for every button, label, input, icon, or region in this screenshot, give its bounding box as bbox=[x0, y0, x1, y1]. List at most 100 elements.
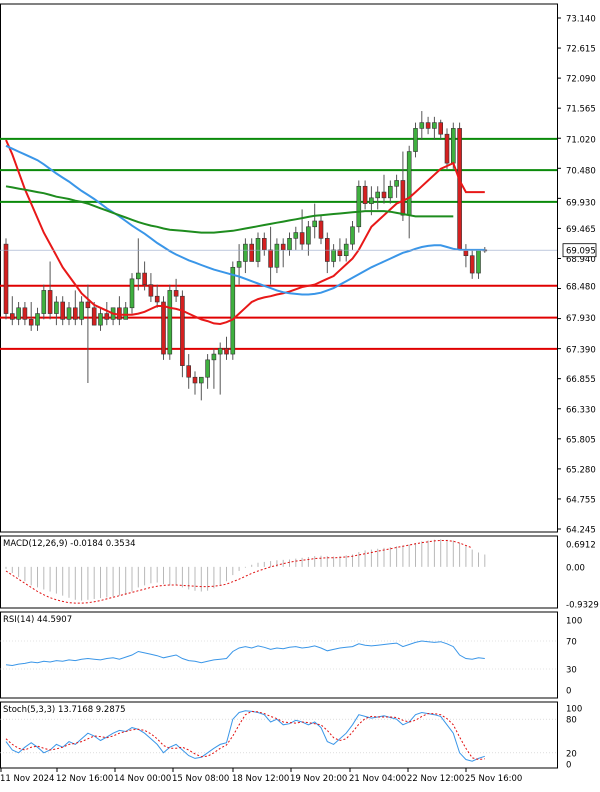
candle-up bbox=[476, 249, 481, 274]
level-label: 67.930 bbox=[566, 314, 596, 324]
price-tick-label: 68.940 bbox=[566, 255, 596, 265]
candle-up bbox=[356, 185, 362, 228]
price-tick-label: 69.465 bbox=[566, 225, 596, 235]
candle-up bbox=[16, 307, 21, 320]
level-label: 68.480 bbox=[566, 282, 596, 292]
candle-down bbox=[224, 347, 229, 355]
stoch-tick-label: 100 bbox=[566, 705, 582, 715]
candle-up bbox=[236, 261, 242, 268]
macd-tick-label: -0.9329 bbox=[566, 601, 599, 611]
candle-down bbox=[142, 272, 147, 285]
level-label-box bbox=[563, 195, 596, 209]
level-label: 69.930 bbox=[566, 198, 596, 208]
price-tick-label: 65.280 bbox=[566, 465, 596, 475]
candle-up bbox=[387, 185, 393, 199]
price-tick-label: 66.330 bbox=[566, 405, 596, 415]
candle-down bbox=[444, 133, 450, 164]
candle-up bbox=[312, 220, 318, 228]
candle-up bbox=[217, 347, 223, 355]
candle-up bbox=[287, 238, 292, 251]
candle-up bbox=[419, 122, 425, 129]
candle-up bbox=[211, 353, 217, 361]
current-price-box bbox=[562, 243, 597, 258]
price-tick-label: 64.755 bbox=[566, 495, 596, 505]
ma-line-green-ma bbox=[5, 185, 454, 234]
price-tick-label: 73.140 bbox=[566, 15, 596, 25]
level-label-box bbox=[563, 279, 596, 293]
macd-signal-line bbox=[5, 540, 473, 604]
candle-up bbox=[123, 307, 128, 320]
candle-up bbox=[450, 128, 456, 164]
candle-up bbox=[293, 232, 299, 239]
candle-up bbox=[306, 226, 311, 245]
price-tick-label: 72.615 bbox=[566, 45, 596, 55]
candle-down bbox=[192, 376, 198, 384]
ma-line-red-ma bbox=[5, 139, 485, 326]
candle-down bbox=[148, 284, 154, 297]
level-label: 71.020 bbox=[566, 135, 596, 145]
candle-down bbox=[280, 243, 286, 251]
rsi-tick-label: 100 bbox=[566, 617, 582, 627]
candle-up bbox=[79, 301, 84, 320]
candle-up bbox=[129, 278, 135, 309]
candle-down bbox=[381, 191, 387, 199]
rsi-panel-frame bbox=[0, 611, 558, 699]
x-tick-label: 12 Nov 16:00 bbox=[56, 774, 113, 784]
candle-up bbox=[205, 359, 210, 378]
stoch-tick-label: 80 bbox=[566, 716, 577, 726]
stoch-d-line bbox=[5, 710, 485, 761]
candle-down bbox=[425, 122, 431, 129]
current-price-label: 69.095 bbox=[566, 247, 596, 257]
candle-down bbox=[161, 301, 166, 355]
stoch-panel-frame bbox=[0, 701, 558, 769]
candle-down bbox=[180, 295, 185, 366]
candle-up bbox=[350, 226, 355, 245]
rsi-label: RSI(14) 44.5907 bbox=[3, 615, 72, 625]
stoch-tick-label: 0 bbox=[566, 761, 571, 771]
candle-down bbox=[438, 122, 444, 135]
stoch-label: Stoch(5,3,3) 13.7168 9.2875 bbox=[3, 705, 126, 715]
x-tick-label: 21 Nov 04:00 bbox=[349, 774, 406, 784]
candle-up bbox=[35, 313, 40, 326]
candle-up bbox=[167, 290, 173, 355]
candle-down bbox=[249, 243, 254, 262]
candle-up bbox=[66, 307, 72, 320]
rsi-tick-label: 70 bbox=[566, 638, 577, 648]
candle-up bbox=[375, 191, 381, 199]
level-label: 70.480 bbox=[566, 167, 596, 177]
x-tick-label: 25 Nov 16:00 bbox=[465, 774, 522, 784]
candle-up bbox=[243, 243, 248, 262]
macd-label: MACD(12,26,9) -0.0184 0.3534 bbox=[3, 539, 136, 549]
candle-down bbox=[3, 243, 9, 314]
candle-down bbox=[28, 319, 34, 326]
candle-down bbox=[318, 220, 324, 239]
candle-up bbox=[394, 180, 399, 187]
candle-down bbox=[104, 313, 110, 320]
candle-up bbox=[41, 290, 47, 314]
price-tick-label: 71.565 bbox=[566, 105, 596, 115]
candle-down bbox=[362, 185, 368, 204]
x-tick-label: 19 Nov 20:00 bbox=[290, 774, 347, 784]
candle-down bbox=[469, 255, 475, 274]
candle-down bbox=[10, 313, 15, 320]
candle-down bbox=[186, 365, 191, 378]
x-tick-label: 18 Nov 12:00 bbox=[232, 774, 289, 784]
candle-up bbox=[331, 249, 336, 262]
candle-down bbox=[154, 295, 160, 303]
price-tick-label: 65.805 bbox=[566, 435, 596, 445]
x-tick-label: 14 Nov 00:00 bbox=[114, 774, 171, 784]
x-tick-label: 11 Nov 2024 bbox=[0, 774, 54, 784]
candle-down bbox=[173, 290, 179, 297]
candle-down bbox=[91, 307, 97, 326]
candle-down bbox=[268, 249, 273, 268]
candle-up bbox=[406, 151, 412, 216]
price-tick-label: 64.245 bbox=[566, 526, 596, 536]
level-label-box bbox=[563, 342, 596, 356]
rsi-tick-label: 0 bbox=[566, 687, 571, 697]
stoch-k-line bbox=[5, 710, 485, 762]
candle-up bbox=[413, 128, 418, 152]
x-tick-label: 15 Nov 08:00 bbox=[172, 774, 229, 784]
candle-down bbox=[22, 307, 28, 320]
candle-down bbox=[73, 307, 78, 320]
